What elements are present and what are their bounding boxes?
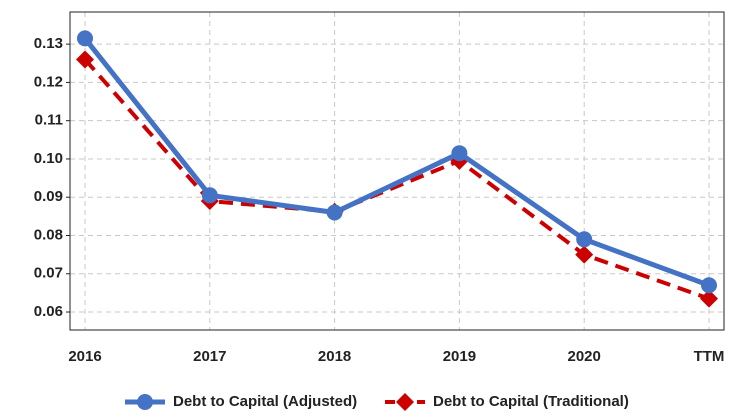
y-tick-label: 0.11 xyxy=(35,112,63,129)
legend-marker xyxy=(137,394,153,410)
y-tick-label: 0.13 xyxy=(34,35,63,52)
y-tick-label: 0.10 xyxy=(34,150,63,167)
y-tick-label: 0.06 xyxy=(34,303,63,320)
marker xyxy=(576,231,593,248)
marker xyxy=(201,187,218,204)
y-tick-label: 0.09 xyxy=(34,188,63,205)
y-tick-label: 0.12 xyxy=(34,73,63,90)
y-tick-label: 0.07 xyxy=(34,265,63,282)
series-line xyxy=(83,36,710,288)
marker xyxy=(451,145,468,162)
x-tick-label: TTM xyxy=(694,348,725,365)
plot-frame xyxy=(69,11,725,331)
legend-label: Debt to Capital (Adjusted) xyxy=(173,393,357,410)
marker xyxy=(700,289,718,308)
series-line xyxy=(83,58,710,301)
x-tick-label: 2017 xyxy=(193,348,226,365)
x-tick-label: 2018 xyxy=(318,348,351,365)
marker xyxy=(77,30,93,47)
marker xyxy=(701,277,717,294)
x-tick-label: 2016 xyxy=(68,348,101,365)
legend-marker xyxy=(396,393,414,411)
marker xyxy=(326,204,343,221)
grid xyxy=(70,12,724,330)
marker xyxy=(575,245,594,264)
legend-label: Debt to Capital (Traditional) xyxy=(433,393,629,410)
marker xyxy=(76,50,94,69)
x-tick-label: 2019 xyxy=(443,348,476,365)
x-tick-label: 2020 xyxy=(568,348,601,365)
y-tick-label: 0.08 xyxy=(34,226,63,243)
